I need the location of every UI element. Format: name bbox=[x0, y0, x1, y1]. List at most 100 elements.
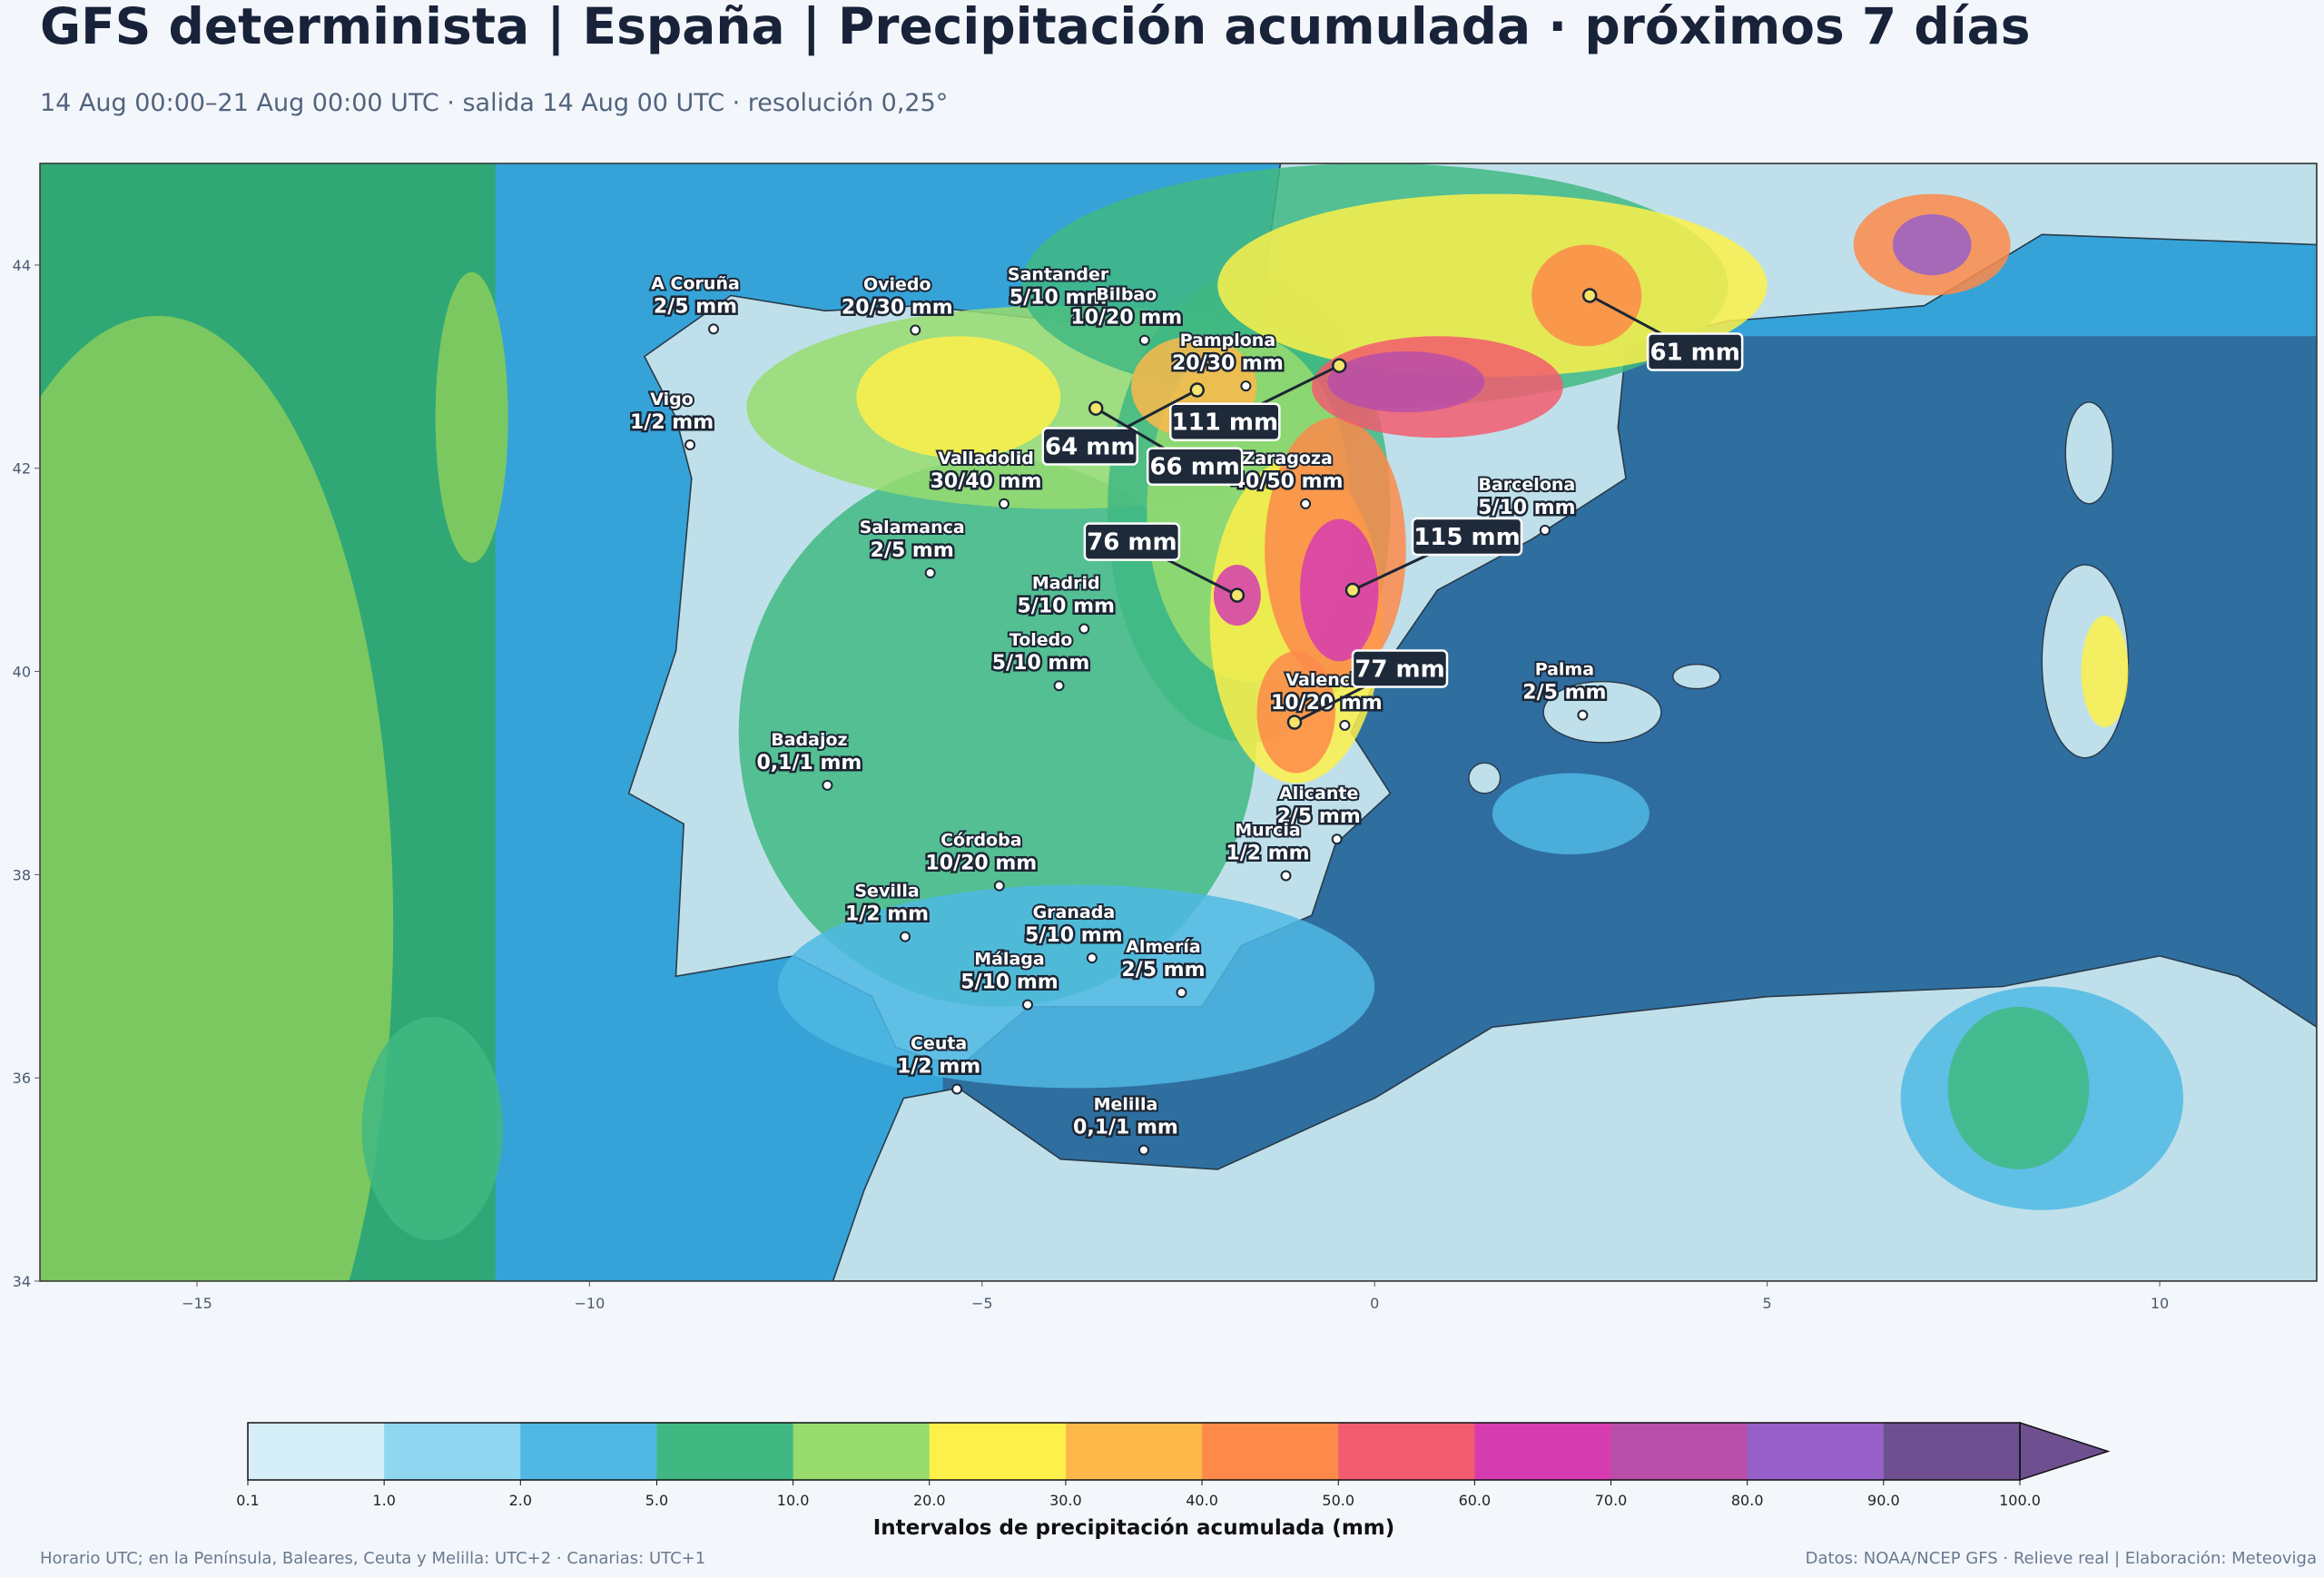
city-name: Córdoba bbox=[940, 831, 1021, 851]
city-marker bbox=[1138, 334, 1150, 346]
max-marker bbox=[1286, 715, 1303, 730]
precip-field bbox=[1300, 518, 1379, 662]
city-value: 0,1/1 mm bbox=[1073, 1117, 1178, 1139]
city-value: 40/50 mm bbox=[1232, 470, 1344, 493]
colorbar-segment bbox=[1474, 1423, 1612, 1480]
city-marker bbox=[999, 498, 1010, 509]
precip-field bbox=[856, 336, 1061, 459]
max-marker bbox=[1229, 587, 1246, 603]
x-tick-label: 10 bbox=[2151, 1295, 2169, 1312]
max-marker bbox=[1581, 288, 1598, 303]
city-marker bbox=[1539, 524, 1551, 536]
island bbox=[2064, 401, 2113, 505]
colorbar-segment bbox=[384, 1423, 521, 1480]
city-value: 1/2 mm bbox=[630, 411, 714, 434]
city-name: Málaga bbox=[974, 950, 1044, 970]
precip-field bbox=[40, 316, 394, 1281]
title: GFS determinista | España | Precipitació… bbox=[40, 0, 2030, 56]
precip-field bbox=[1256, 651, 1335, 774]
island bbox=[1542, 681, 1662, 744]
y-tick-label: 34 bbox=[13, 1273, 31, 1290]
colorbar-title: Intervalos de precipitación acumulada (m… bbox=[873, 1516, 1395, 1540]
max-box bbox=[1646, 332, 1744, 371]
city-value: 1/2 mm bbox=[897, 1055, 980, 1078]
city-value: 2/5 mm bbox=[1277, 805, 1361, 828]
colorbar-tick-label: 40.0 bbox=[1186, 1492, 1218, 1509]
city-name: Murcia bbox=[1235, 820, 1300, 840]
city-name: A Coruña bbox=[651, 273, 740, 293]
precip-field bbox=[2081, 615, 2129, 728]
city-marker bbox=[1339, 719, 1351, 731]
city-marker bbox=[684, 439, 696, 450]
max-label: 61 mm bbox=[1649, 339, 1739, 366]
city-name: Toledo bbox=[1009, 630, 1073, 650]
max-box bbox=[1411, 517, 1523, 557]
colorbar-tick-label: 50.0 bbox=[1322, 1492, 1354, 1509]
subtitle: 14 Aug 00:00–21 Aug 00:00 UTC · salida 1… bbox=[40, 89, 948, 117]
city-marker bbox=[951, 1083, 963, 1095]
map-frame bbox=[39, 163, 2318, 1282]
precip-field bbox=[1217, 193, 1768, 378]
x-tick-label: −10 bbox=[574, 1295, 605, 1312]
precip-field bbox=[1947, 1006, 2090, 1169]
city-value: 20/30 mm bbox=[1172, 352, 1284, 375]
city-value: 0,1/1 mm bbox=[757, 752, 862, 774]
city-name: Granada bbox=[1033, 902, 1116, 922]
colorbar-tick-label: 20.0 bbox=[913, 1492, 946, 1509]
colorbar-tick-label: 2.0 bbox=[509, 1492, 532, 1509]
city-name: Melilla bbox=[1094, 1095, 1158, 1115]
city-value: 2/5 mm bbox=[654, 295, 737, 318]
max-box bbox=[1169, 402, 1281, 441]
city-value: 10/20 mm bbox=[925, 853, 1037, 875]
max-box bbox=[1351, 649, 1449, 688]
precip-field bbox=[1492, 773, 1649, 854]
city-value: 20/30 mm bbox=[842, 297, 953, 320]
colorbar-segment bbox=[1338, 1423, 1475, 1480]
max-label: 77 mm bbox=[1354, 656, 1444, 684]
colorbar-tick-label: 80.0 bbox=[1731, 1492, 1764, 1509]
colorbar-segment bbox=[1747, 1423, 1885, 1480]
city-marker bbox=[1300, 498, 1312, 509]
max-marker bbox=[1332, 358, 1347, 373]
y-tick-label: 40 bbox=[13, 664, 31, 681]
max-label: 66 mm bbox=[1149, 454, 1239, 481]
city-name: Valladolid bbox=[938, 449, 1034, 468]
colorbar-segment bbox=[248, 1423, 385, 1480]
city-marker bbox=[822, 779, 833, 791]
footer-left: Horario UTC; en la Península, Baleares, … bbox=[40, 1549, 705, 1568]
max-marker bbox=[1344, 582, 1361, 598]
city-value: 5/10 mm bbox=[1478, 497, 1575, 519]
city-name: Badajoz bbox=[771, 730, 847, 750]
city-marker bbox=[924, 567, 936, 578]
city-name: Pamplona bbox=[1180, 330, 1276, 350]
city-name: Palma bbox=[1535, 660, 1594, 680]
colorbar-tick-label: 5.0 bbox=[645, 1492, 668, 1509]
city-marker bbox=[1176, 987, 1187, 999]
city-name: Bilbao bbox=[1096, 285, 1157, 305]
city-value: 30/40 mm bbox=[931, 470, 1042, 493]
max-label: 64 mm bbox=[1045, 434, 1135, 461]
colorbar-tick-label: 70.0 bbox=[1595, 1492, 1628, 1509]
city-name: Alicante bbox=[1279, 784, 1358, 804]
city-marker bbox=[1577, 709, 1589, 721]
colorbar-tick-label: 1.0 bbox=[372, 1492, 395, 1509]
city-marker bbox=[1137, 1144, 1149, 1156]
city-marker bbox=[1240, 380, 1252, 392]
max-box bbox=[1146, 447, 1244, 486]
city-name: Vigo bbox=[650, 390, 694, 409]
city-name: Almería bbox=[1126, 937, 1201, 957]
city-value: 2/5 mm bbox=[1121, 959, 1205, 981]
max-marker bbox=[1088, 400, 1104, 416]
max-label: 76 mm bbox=[1087, 529, 1177, 557]
precip-field bbox=[361, 1017, 504, 1241]
city-marker bbox=[900, 931, 911, 942]
y-tick-label: 38 bbox=[13, 866, 31, 883]
colorbar-tick-label: 90.0 bbox=[1867, 1492, 1900, 1509]
x-tick-label: 0 bbox=[1370, 1295, 1379, 1312]
city-value: 5/10 mm bbox=[992, 652, 1089, 675]
colorbar-segment bbox=[1883, 1423, 2021, 1480]
colorbar-frame bbox=[247, 1422, 2021, 1481]
city-value: 5/10 mm bbox=[960, 971, 1058, 994]
city-marker bbox=[910, 324, 921, 336]
